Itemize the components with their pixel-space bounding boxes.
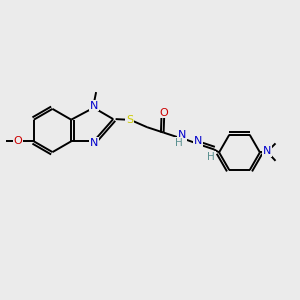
Text: H: H <box>207 152 215 162</box>
Text: N: N <box>90 138 98 148</box>
Text: N: N <box>263 146 271 156</box>
Text: N: N <box>194 136 202 146</box>
Text: N: N <box>89 100 98 111</box>
Text: S: S <box>126 115 133 125</box>
Text: O: O <box>160 107 169 118</box>
Text: H: H <box>175 137 182 148</box>
Text: O: O <box>14 136 22 146</box>
Text: N: N <box>177 130 186 140</box>
